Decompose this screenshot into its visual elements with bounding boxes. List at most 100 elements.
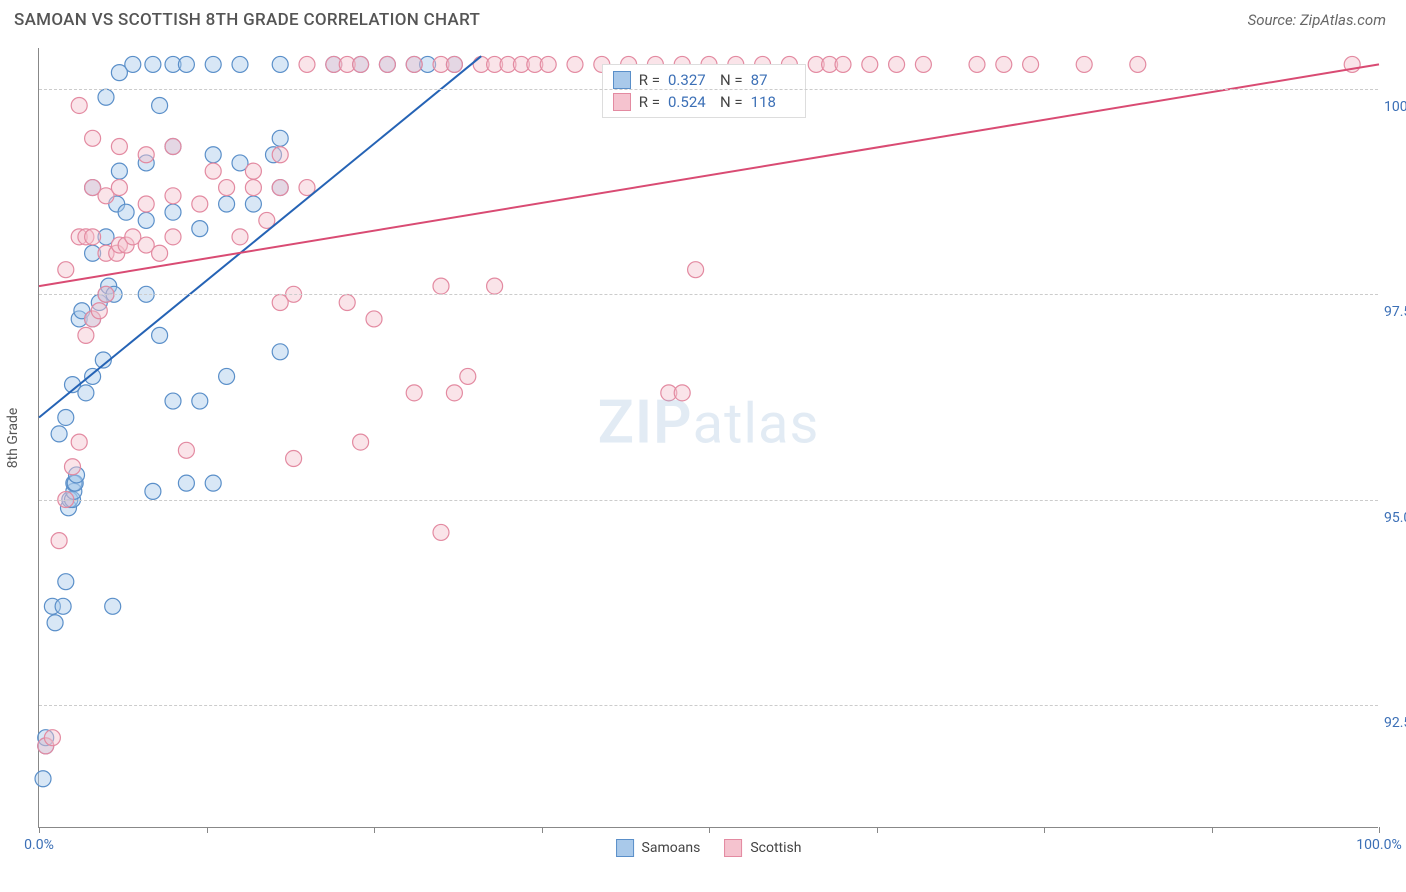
scatter-point [145,483,161,499]
gridline-h [39,294,1378,295]
scatter-point [192,393,208,409]
bottom-legend: SamoansScottish [616,839,802,857]
scatter-point [47,615,63,631]
r-value: 0.524 [668,93,712,111]
scatter-point [165,393,181,409]
scatter-point [205,475,221,491]
scatter-point [51,426,67,442]
n-label: N = [720,93,743,111]
scatter-point [105,598,121,614]
scatter-point [138,147,154,163]
scatter-point [460,368,476,384]
scatter-point [446,56,462,72]
stats-swatch [613,93,631,111]
scatter-point [688,262,704,278]
scatter-point [58,409,74,425]
scatter-point [58,262,74,278]
plot-area: 8th Grade ZIPatlas R =0.327N =87R =0.524… [38,48,1378,828]
scatter-point [433,524,449,540]
scatter-point [165,204,181,220]
scatter-point [111,163,127,179]
scatter-point [339,295,355,311]
scatter-point [232,56,248,72]
scatter-point [78,385,94,401]
scatter-point [58,574,74,590]
scatter-point [111,139,127,155]
scatter-point [299,56,315,72]
legend-label: Scottish [750,840,801,856]
scatter-point [192,221,208,237]
scatter-point [446,385,462,401]
r-label: R = [639,93,660,111]
n-label: N = [720,71,743,89]
y-tick-label: 100.0% [1384,99,1406,115]
scatter-point [1076,56,1092,72]
scatter-point [245,196,261,212]
gridline-h [39,500,1378,501]
scatter-point [165,139,181,155]
scatter-point [152,97,168,113]
scatter-point [272,180,288,196]
x-tick [877,827,878,833]
scatter-point [165,229,181,245]
scatter-point [178,442,194,458]
scatter-point [138,196,154,212]
scatter-point [915,56,931,72]
scatter-point [91,303,107,319]
scatter-point [1023,56,1039,72]
scatter-point [78,327,94,343]
scatter-point [366,311,382,327]
legend-swatch [724,839,742,857]
chart-source: Source: ZipAtlas.com [1248,11,1386,29]
x-tick [1212,827,1213,833]
legend-swatch [616,839,634,857]
scatter-point [996,56,1012,72]
x-tick [1044,827,1045,833]
scatter-point [85,130,101,146]
scatter-point [35,771,51,787]
scatter-point [44,730,60,746]
scatter-point [540,56,556,72]
scatter-point [567,56,583,72]
scatter-point [205,147,221,163]
scatter-point [272,147,288,163]
scatter-point [433,278,449,294]
gridline-h [39,705,1378,706]
x-tick [207,827,208,833]
x-tick [1379,827,1380,833]
scatter-point [178,56,194,72]
scatter-point [379,56,395,72]
chart-title: SAMOAN VS SCOTTISH 8TH GRADE CORRELATION… [14,10,480,30]
scatter-point [219,196,235,212]
scatter-point [125,56,141,72]
y-tick-label: 92.5% [1384,715,1406,731]
x-tick [374,827,375,833]
scatter-point [674,385,690,401]
scatter-point [353,56,369,72]
scatter-point [219,368,235,384]
scatter-point [71,434,87,450]
x-tick [542,827,543,833]
scatter-point [165,188,181,204]
stats-row: R =0.524N =118 [613,91,795,113]
scatter-point [192,196,208,212]
stats-row: R =0.327N =87 [613,69,795,91]
stats-swatch [613,71,631,89]
scatter-point [353,434,369,450]
scatter-point [51,533,67,549]
scatter-point [85,368,101,384]
scatter-point [889,56,905,72]
scatter-point [152,245,168,261]
scatter-point [969,56,985,72]
scatter-point [219,180,235,196]
scatter-point [145,56,161,72]
r-value: 0.327 [668,71,712,89]
legend-item: Scottish [724,839,801,857]
scatter-point [835,56,851,72]
scatter-point [152,327,168,343]
gridline-h [39,89,1378,90]
scatter-point [85,229,101,245]
scatter-point [406,56,422,72]
y-tick-label: 97.5% [1384,304,1406,320]
y-tick-label: 95.0% [1384,510,1406,526]
